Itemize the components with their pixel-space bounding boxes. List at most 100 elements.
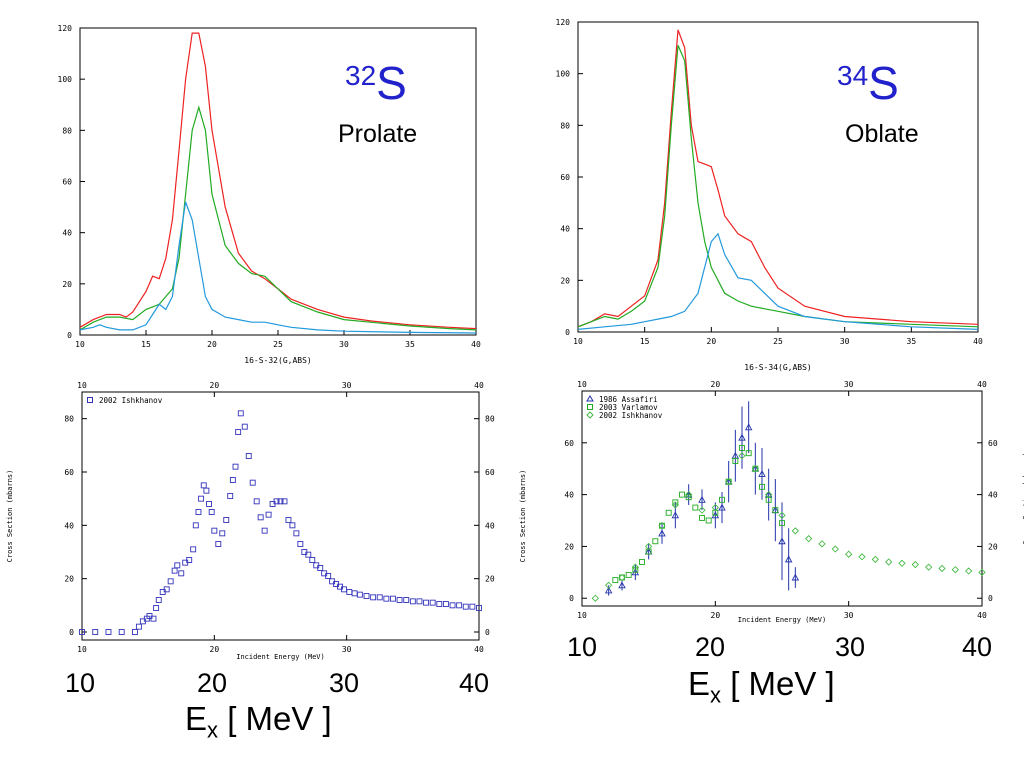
data-point bbox=[631, 563, 639, 571]
y-tick-label: 40 bbox=[560, 225, 570, 234]
ex-tick: 30 bbox=[834, 632, 866, 662]
data-point bbox=[178, 570, 185, 577]
y-tick-label: 20 bbox=[560, 276, 570, 285]
data-point bbox=[658, 529, 666, 537]
data-point bbox=[711, 503, 719, 512]
x-tick-label: 30 bbox=[840, 337, 850, 346]
data-point bbox=[671, 501, 679, 509]
y-tick-label: 60 bbox=[564, 439, 574, 448]
data-point bbox=[174, 562, 181, 569]
data-point bbox=[978, 568, 986, 576]
ex-tick: 10 bbox=[566, 632, 598, 662]
data-point bbox=[805, 535, 813, 543]
ex-tick: 40 bbox=[961, 632, 993, 662]
plot-frame bbox=[581, 390, 983, 607]
x-axis-title: Incident Energy (MeV) bbox=[738, 616, 827, 624]
y-tick-label-right: 20 bbox=[988, 542, 998, 551]
legend-marker bbox=[87, 397, 93, 403]
x-tick-label-top: 30 bbox=[342, 381, 352, 390]
data-point bbox=[772, 507, 779, 514]
data-point bbox=[232, 463, 239, 470]
chart-s34: 10 15 20 25 30 35 40 0 20 40 60 80 100 120 16-S-34(G,A… bbox=[556, 18, 983, 372]
data-point bbox=[383, 595, 390, 602]
data-point bbox=[759, 483, 765, 490]
ex-tick: 20 bbox=[196, 668, 228, 698]
y-tick-label-right: 40 bbox=[988, 491, 998, 500]
y-tick-label: 80 bbox=[560, 121, 570, 130]
data-point bbox=[591, 594, 599, 602]
x-tick-label: 30 bbox=[339, 340, 349, 349]
data-point bbox=[208, 509, 215, 515]
data-point bbox=[409, 598, 416, 605]
data-point bbox=[79, 629, 85, 635]
y-tick-label-right: 0 bbox=[988, 594, 993, 603]
data-point bbox=[150, 615, 157, 622]
data-point bbox=[845, 550, 853, 558]
y-tick-label: 0 bbox=[569, 594, 574, 603]
x-tick-label: 15 bbox=[141, 340, 151, 349]
data-point bbox=[305, 551, 312, 558]
data-point bbox=[831, 545, 839, 553]
y-tick-label: 60 bbox=[64, 468, 74, 477]
data-point bbox=[261, 527, 268, 534]
data-point bbox=[765, 490, 773, 499]
y-tick-label: 100 bbox=[556, 70, 571, 79]
data-point bbox=[885, 558, 893, 566]
x-tick-label: 30 bbox=[844, 611, 854, 620]
x-tick-label-top: 20 bbox=[210, 381, 220, 390]
x-tick-label: 30 bbox=[342, 645, 352, 654]
data-point bbox=[297, 541, 304, 547]
data-point bbox=[235, 429, 242, 435]
x-axis-title: 16-S-34(G,ABS) bbox=[744, 363, 811, 372]
data-point bbox=[281, 498, 288, 505]
x-axis-title: 16-S-32(G,ABS) bbox=[244, 356, 311, 365]
x-tick-label: 35 bbox=[405, 340, 415, 349]
data-point bbox=[227, 493, 234, 499]
x-tick-label: 20 bbox=[207, 340, 217, 349]
data-point bbox=[416, 598, 423, 605]
y-tick-label: 0 bbox=[69, 628, 74, 637]
data-point bbox=[658, 522, 666, 530]
data-point bbox=[925, 563, 933, 571]
y-tick-label-right: 40 bbox=[485, 521, 495, 530]
x-axis-title: Incident Energy (MeV) bbox=[236, 653, 325, 661]
data-point bbox=[436, 601, 443, 607]
data-point bbox=[206, 501, 212, 507]
data-point bbox=[618, 573, 626, 582]
legend-label: 2002 Ishkhanov bbox=[99, 396, 163, 405]
x-tick-label: 20 bbox=[210, 645, 220, 654]
data-point bbox=[858, 553, 866, 561]
data-point bbox=[718, 503, 726, 511]
data-point bbox=[612, 577, 619, 584]
x-tick-label-top: 20 bbox=[711, 380, 721, 389]
data-point bbox=[719, 496, 725, 503]
y-tick-label: 20 bbox=[62, 280, 72, 289]
data-point bbox=[153, 605, 160, 611]
data-point bbox=[744, 423, 753, 431]
series-line bbox=[79, 201, 477, 334]
y-tick-label: 120 bbox=[556, 18, 571, 27]
data-point bbox=[118, 629, 125, 635]
data-point bbox=[476, 605, 482, 611]
y-axis-title-right: Cross Section (mbarns) bbox=[519, 470, 527, 563]
y-tick-label-right: 60 bbox=[485, 468, 495, 477]
series-line bbox=[577, 232, 979, 330]
x-tick-label: 10 bbox=[577, 611, 587, 620]
y-axis-title: Cross Section (mbarns) bbox=[6, 470, 14, 563]
data-point bbox=[779, 520, 785, 527]
data-point bbox=[423, 599, 430, 606]
ex-axis-title-right: Ex [ MeV ] bbox=[688, 665, 835, 708]
data-point bbox=[273, 498, 280, 505]
legend-marker bbox=[586, 395, 594, 402]
data-point bbox=[265, 511, 272, 518]
data-point bbox=[938, 564, 946, 573]
data-point bbox=[346, 589, 353, 595]
y-tick-label: 20 bbox=[64, 575, 74, 584]
y-tick-label: 0 bbox=[67, 331, 72, 340]
data-point bbox=[758, 469, 766, 477]
y-tick-label: 20 bbox=[564, 542, 574, 551]
data-point bbox=[363, 593, 370, 599]
series-line bbox=[577, 29, 979, 328]
